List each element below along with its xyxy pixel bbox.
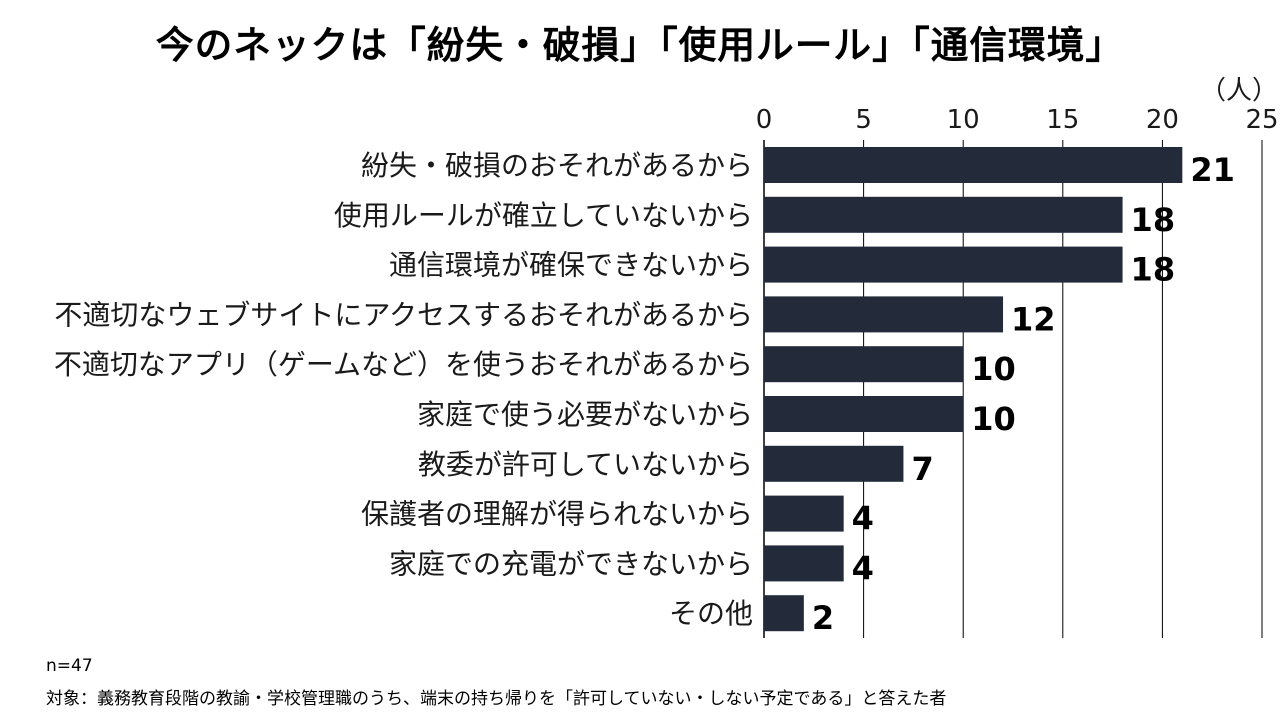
category-label: 家庭での充電ができないから [389, 547, 753, 580]
value-label: 4 [852, 549, 874, 587]
x-tick-label: 20 [1146, 105, 1179, 135]
value-label: 21 [1190, 151, 1235, 189]
bar [764, 296, 1004, 333]
value-label: 18 [1131, 251, 1176, 289]
value-label: 18 [1131, 201, 1176, 239]
bars [764, 147, 1183, 632]
chart-title: 今のネックは「紛失・破損」「使用ルール」「通信環境」 [155, 23, 1125, 67]
axis-unit-label: （人） [1200, 76, 1278, 106]
category-label: 不適切なウェブサイトにアクセスするおそれがあるから [54, 298, 753, 331]
value-label: 4 [852, 500, 874, 538]
category-label: 家庭で使う必要がないから [417, 398, 753, 431]
sample-size-note: n=47 [46, 656, 93, 676]
category-label: 紛失・破損のおそれがあるから [361, 149, 753, 182]
bar [764, 445, 904, 482]
x-tick-label: 15 [1046, 105, 1079, 135]
value-label: 12 [1011, 300, 1056, 338]
bar [764, 495, 844, 532]
bar [764, 346, 964, 383]
category-label: 通信環境が確保できないから [389, 249, 753, 282]
category-label: 保護者の理解が得られないから [361, 498, 753, 531]
x-tick-label: 0 [756, 105, 773, 135]
value-label: 10 [971, 350, 1016, 388]
value-label: 10 [971, 400, 1016, 438]
category-label: その他 [669, 597, 753, 630]
bar [764, 545, 844, 582]
value-label: 2 [812, 599, 834, 637]
category-label: 不適切なアプリ（ゲームなど）を使うおそれがあるから [54, 348, 753, 381]
category-label: 教委が許可していないから [418, 448, 753, 481]
x-axis: 0 5 10 15 20 25 [756, 105, 1279, 135]
x-tick-label: 5 [855, 105, 872, 135]
bar [764, 396, 964, 432]
value-label: 7 [911, 450, 933, 488]
category-label: 使用ルールが確立していないから [334, 199, 753, 232]
bar [764, 595, 804, 632]
target-note: 対象：義務教育段階の教諭・学校管理職のうち、端末の持ち帰りを「許可していない・し… [46, 689, 947, 709]
x-tick-label: 10 [947, 105, 980, 135]
category-labels: 紛失・破損のおそれがあるから使用ルールが確立していないから通信環境が確保できない… [54, 149, 753, 630]
bar [764, 246, 1123, 283]
bar [764, 147, 1183, 183]
bar [764, 196, 1123, 233]
x-tick-label: 25 [1245, 105, 1278, 135]
